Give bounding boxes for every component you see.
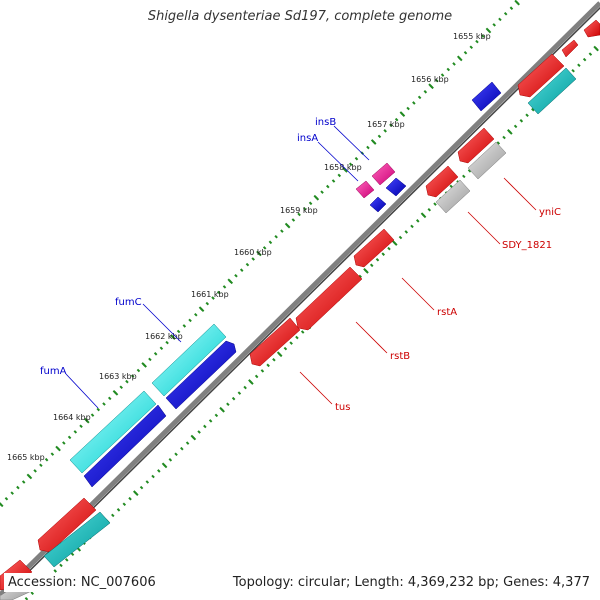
gene-arrow-red-yniC[interactable] [425, 165, 459, 198]
label-leader-insA [317, 141, 359, 182]
gene-arrow-insB[interactable] [371, 162, 396, 186]
gene-arrow-yniC[interactable] [467, 141, 507, 180]
scale-label-1662: 1662 kbp [145, 332, 183, 341]
gene-label-insA[interactable]: insA [297, 133, 318, 144]
scale-label-1657: 1657 kbp [367, 120, 405, 129]
scale-label-1660: 1660 kbp [234, 248, 272, 257]
gene-arrow-rstB[interactable] [295, 266, 363, 331]
gene-label-rstA[interactable]: rstA [437, 307, 457, 318]
label-leader-SDY_1821 [467, 211, 501, 245]
gene-label-rstB[interactable]: rstB [390, 351, 410, 362]
label-leader-fumC [142, 303, 182, 343]
gene-arrow-red-right-2[interactable] [457, 127, 495, 164]
gene-label-fumA[interactable]: fumA [40, 366, 67, 377]
outer-major-ticks [0, 0, 525, 508]
gene-arrow-red-right-1[interactable] [517, 53, 565, 98]
label-leader-tus [299, 371, 333, 405]
gene-arrow-rstA[interactable] [353, 228, 395, 268]
gene-arrow-blue-1656[interactable] [471, 81, 502, 112]
gene-arrow-blue-small[interactable] [369, 196, 387, 213]
accession-label: Accession: NC_007606 [4, 573, 160, 592]
gene-labels: insB insA fumC fumA yniC SDY_1821 rstA r… [40, 117, 561, 413]
gene-label-tus[interactable]: tus [335, 402, 350, 413]
gene-label-fumC[interactable]: fumC [115, 297, 142, 308]
gene-arrow-cyan-right[interactable] [527, 67, 577, 115]
gene-arrow-tus[interactable] [249, 317, 301, 367]
scale-label-1655: 1655 kbp [453, 32, 491, 41]
genome-summary-label: Topology: circular; Length: 4,369,232 bp… [228, 573, 594, 592]
gene-arrow-red-bottom[interactable] [37, 497, 97, 553]
scale-label-1664: 1664 kbp [53, 413, 91, 422]
label-leader-rstA [401, 277, 435, 311]
gene-arrow-fumA[interactable] [69, 390, 157, 474]
genome-backbone-shadow [2, 6, 600, 598]
gene-arrow-fumC[interactable] [151, 323, 227, 397]
scale-label-1656: 1656 kbp [411, 75, 449, 84]
label-leader-rstB [355, 321, 388, 354]
gene-label-insB[interactable]: insB [315, 117, 336, 128]
map-title: Shigella dysenteriae Sd197, complete gen… [147, 9, 453, 24]
gene-label-yniC[interactable]: yniC [539, 207, 561, 218]
gene-arrow-cyan-bottom[interactable] [43, 511, 111, 568]
gene-arrow-red-top-2[interactable] [583, 19, 600, 38]
scale-label-1665: 1665 kbp [7, 453, 45, 462]
forward-gene-track [69, 19, 600, 488]
label-leader-insB [333, 125, 370, 161]
gene-arrow-blue-insA[interactable] [385, 177, 407, 197]
gene-arrow-blue-fumC[interactable] [165, 340, 237, 410]
scale-label-1663: 1663 kbp [99, 372, 137, 381]
scale-label-1661: 1661 kbp [191, 290, 229, 299]
gene-label-SDY_1821[interactable]: SDY_1821 [502, 240, 552, 251]
gene-arrow-SDY_1821[interactable] [435, 179, 471, 214]
gene-arrow-blue-fumA[interactable] [83, 404, 167, 488]
scale-label-1658: 1658 kbp [324, 163, 362, 172]
scale-label-1659: 1659 kbp [280, 206, 318, 215]
gene-arrow-insA[interactable] [355, 180, 375, 199]
label-leader-fumA [65, 373, 99, 409]
reverse-gene-track [0, 53, 577, 600]
label-leader-yniC [503, 177, 537, 211]
gene-arrow-red-top[interactable] [561, 39, 579, 58]
